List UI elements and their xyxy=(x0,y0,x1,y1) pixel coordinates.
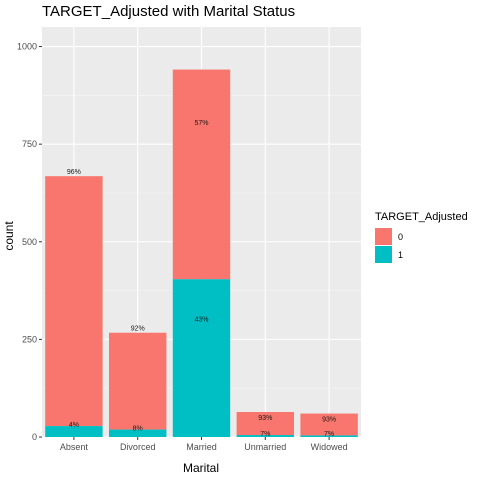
x-tick-label-absent: Absent xyxy=(60,442,89,452)
bar-widowed-target-0 xyxy=(300,413,358,436)
y-tick-label: 250 xyxy=(22,334,37,344)
x-tick-label-widowed: Widowed xyxy=(311,442,348,452)
bar-label-absent-target-0: 96% xyxy=(67,169,81,176)
bar-unmarried-target-1 xyxy=(236,435,295,437)
legend-label-0: 0 xyxy=(398,232,403,242)
bar-absent-target-0 xyxy=(45,176,103,427)
legend-title: TARGET_Adjusted xyxy=(375,211,468,223)
bar-labels-group: 96% 4% 92% 8% 57% 43% 93% 7% 93% 7% xyxy=(67,120,336,438)
y-tick-label: 500 xyxy=(22,237,37,247)
legend-label-1: 1 xyxy=(398,250,403,260)
x-axis-title: Marital xyxy=(183,461,219,475)
bar-label-absent-target-1: 4% xyxy=(69,422,79,429)
bar-married-target-1 xyxy=(172,279,231,437)
bar-label-married-target-1: 43% xyxy=(194,317,208,324)
x-tick-label-divorced: Divorced xyxy=(120,442,156,452)
chart-title: TARGET_Adjusted with Marital Status xyxy=(42,3,295,20)
bar-label-divorced-target-1: 8% xyxy=(133,426,143,433)
bar-married-target-0 xyxy=(172,69,231,280)
legend-key-0 xyxy=(375,228,392,245)
y-axis-title: count xyxy=(2,221,16,251)
y-axis-ticks: 0 250 500 750 1000 xyxy=(17,42,42,442)
bars-group xyxy=(45,69,358,437)
bar-divorced-target-1 xyxy=(108,429,167,437)
y-tick-label: 1000 xyxy=(17,42,37,52)
bar-label-divorced-target-0: 92% xyxy=(131,326,145,333)
legend: TARGET_Adjusted 01 xyxy=(375,211,468,263)
bar-label-widowed-target-1: 7% xyxy=(324,431,334,438)
bar-label-unmarried-target-1: 7% xyxy=(260,431,270,438)
x-tick-label-unmarried: Unmarried xyxy=(244,442,286,452)
bar-widowed-target-1 xyxy=(300,435,358,437)
legend-key-1 xyxy=(375,246,392,263)
bar-absent-target-1 xyxy=(45,426,103,437)
y-tick-label: 0 xyxy=(32,432,37,442)
bar-label-married-target-0: 57% xyxy=(194,120,208,127)
bar-label-widowed-target-0: 93% xyxy=(322,417,336,424)
bar-unmarried-target-0 xyxy=(236,412,295,436)
bar-divorced-target-0 xyxy=(108,332,167,430)
x-tick-label-married: Married xyxy=(186,442,217,452)
legend-items: 01 xyxy=(375,228,403,263)
x-axis-ticks: Absent Divorced Married Unmarried Widowed xyxy=(60,437,348,452)
bar-label-unmarried-target-0: 93% xyxy=(258,415,272,422)
y-tick-label: 750 xyxy=(22,139,37,149)
